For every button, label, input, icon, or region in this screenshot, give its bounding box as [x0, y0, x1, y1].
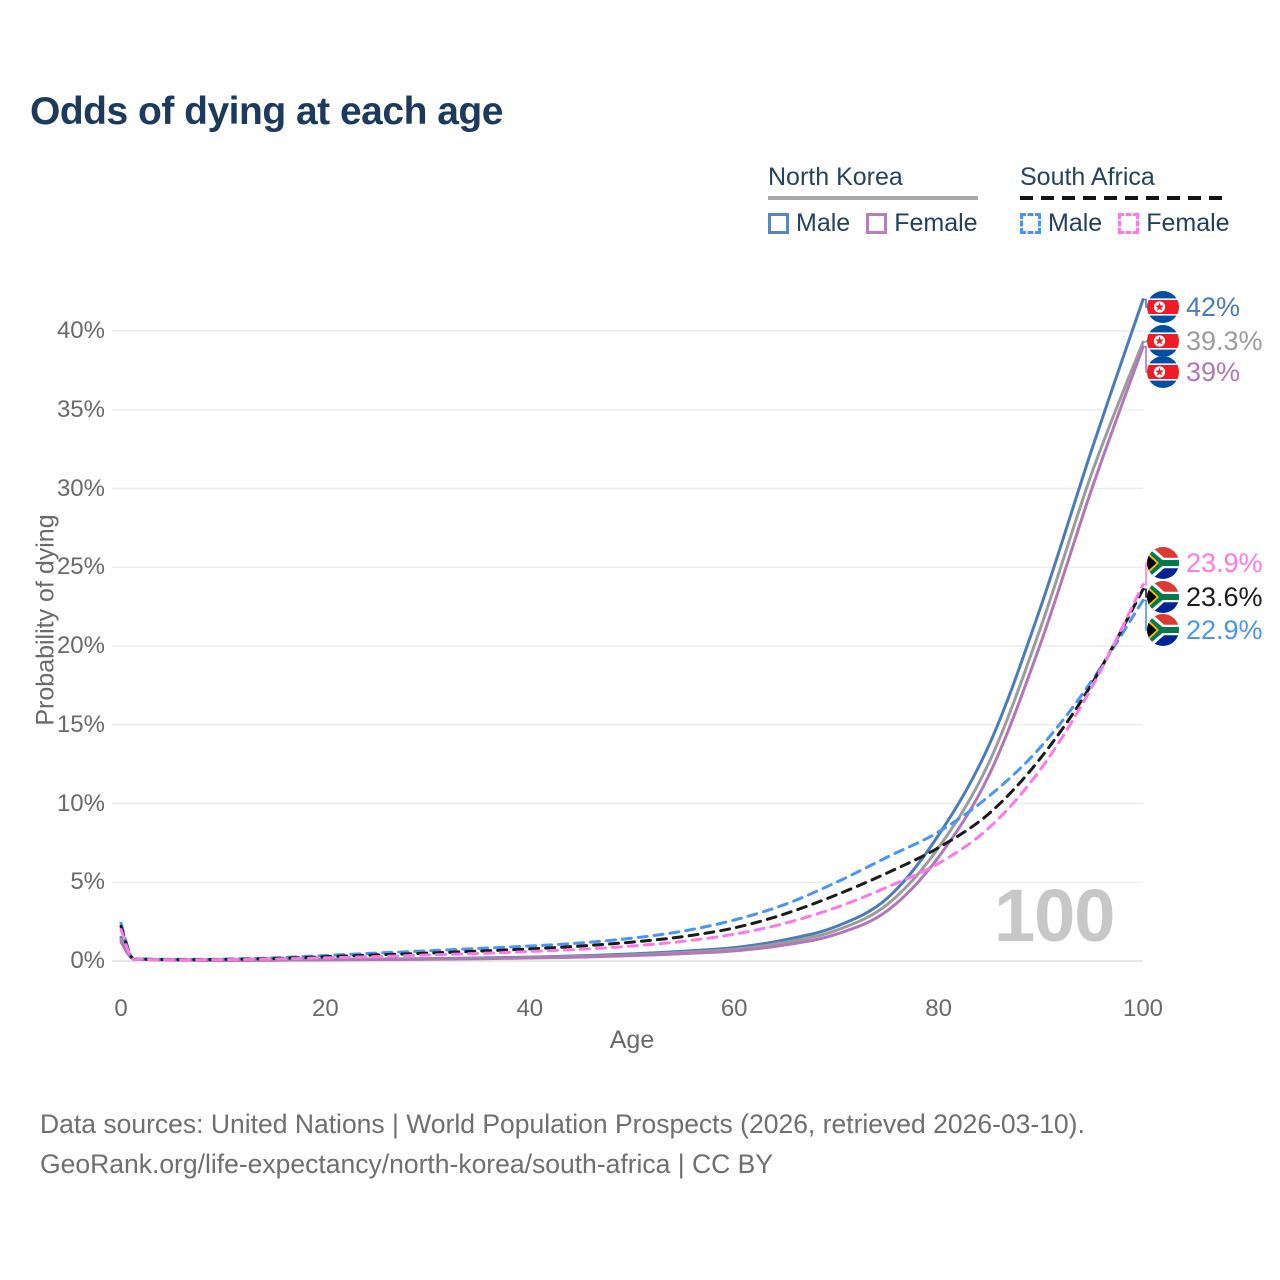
- series-line-south-africa-female[interactable]: [119, 583, 1145, 962]
- north-korea-flag-icon: [1147, 356, 1179, 388]
- north-korea-solid-line-sample: [768, 196, 978, 200]
- x-tick-label: 80: [925, 995, 952, 1022]
- end-label-north-korea-female[interactable]: 39%: [1147, 356, 1240, 388]
- end-label-south-africa-both[interactable]: 23.6%: [1147, 581, 1263, 613]
- series-line-north-korea-both-sexes[interactable]: [119, 340, 1145, 962]
- end-label-value: 23.9%: [1186, 547, 1263, 578]
- legend-group-north-korea: North Korea Male Female: [768, 163, 978, 238]
- south-africa-flag-icon: [1147, 614, 1179, 646]
- y-tick-label: 0%: [70, 947, 105, 974]
- y-tick-label: 25%: [56, 553, 105, 581]
- end-label-north-korea-both[interactable]: 39.3%: [1147, 325, 1263, 357]
- footer-attribution: Data sources: United Nations | World Pop…: [40, 1104, 1085, 1184]
- end-label-value: 42%: [1186, 291, 1241, 322]
- y-tick-label: 35%: [56, 395, 105, 423]
- x-tick-label: 60: [720, 995, 748, 1022]
- legend-country-north-korea: North Korea: [768, 163, 903, 191]
- north-korea-flag-icon: [1147, 291, 1179, 323]
- series-line-north-korea-male[interactable]: [119, 298, 1145, 962]
- north-korea-flag-icon: [1147, 325, 1179, 357]
- north-korea-male-swatch[interactable]: [768, 213, 789, 234]
- end-label-value: 39.3%: [1186, 325, 1263, 356]
- south-africa-female-label[interactable]: Female: [1146, 209, 1230, 237]
- page-title: Odds of dying at each age: [30, 90, 503, 133]
- footer-data-sources: Data sources: United Nations | World Pop…: [40, 1109, 1085, 1139]
- y-tick-label: 30%: [56, 474, 105, 502]
- y-tick-label: 5%: [70, 868, 105, 896]
- south-africa-flag-icon: [1147, 581, 1179, 613]
- x-tick-label: 40: [516, 995, 544, 1022]
- x-tick-label: 0: [114, 995, 128, 1022]
- x-axis-title: Age: [609, 1026, 655, 1054]
- end-label-north-korea-male[interactable]: 42%: [1147, 291, 1240, 323]
- north-korea-male-label[interactable]: Male: [796, 209, 851, 237]
- legend-country-south-africa: South Africa: [1020, 163, 1155, 191]
- south-africa-female-swatch[interactable]: [1118, 213, 1140, 234]
- end-label-south-africa-male[interactable]: 22.9%: [1147, 614, 1263, 646]
- north-korea-female-swatch[interactable]: [866, 213, 888, 234]
- south-africa-male-swatch[interactable]: [1020, 213, 1041, 234]
- end-label-value: 22.9%: [1186, 614, 1263, 645]
- south-africa-dashed-line-sample: [1020, 196, 1230, 200]
- south-africa-male-label[interactable]: Male: [1048, 209, 1103, 237]
- age-watermark: 100: [994, 874, 1115, 957]
- south-africa-flag-icon: [1147, 547, 1179, 579]
- x-tick-label: 100: [1122, 995, 1164, 1022]
- y-tick-label: 40%: [56, 317, 105, 344]
- end-label-value: 23.6%: [1186, 581, 1263, 612]
- y-tick-label: 20%: [56, 632, 105, 659]
- y-tick-label: 10%: [56, 789, 105, 817]
- series-line-south-africa-male[interactable]: [119, 598, 1145, 961]
- y-axis-title: Probability of dying: [31, 514, 60, 726]
- footer-source-url: GeoRank.org/life-expectancy/north-korea/…: [40, 1149, 774, 1179]
- x-tick-label: 20: [312, 995, 339, 1022]
- legend-group-south-africa: South Africa Male Female: [1020, 163, 1230, 238]
- end-label-south-africa-female[interactable]: 23.9%: [1147, 547, 1263, 579]
- end-label-value: 39%: [1186, 356, 1241, 387]
- y-tick-label: 15%: [56, 710, 105, 738]
- north-korea-female-label[interactable]: Female: [894, 209, 978, 237]
- series-line-north-korea-female[interactable]: [119, 345, 1145, 962]
